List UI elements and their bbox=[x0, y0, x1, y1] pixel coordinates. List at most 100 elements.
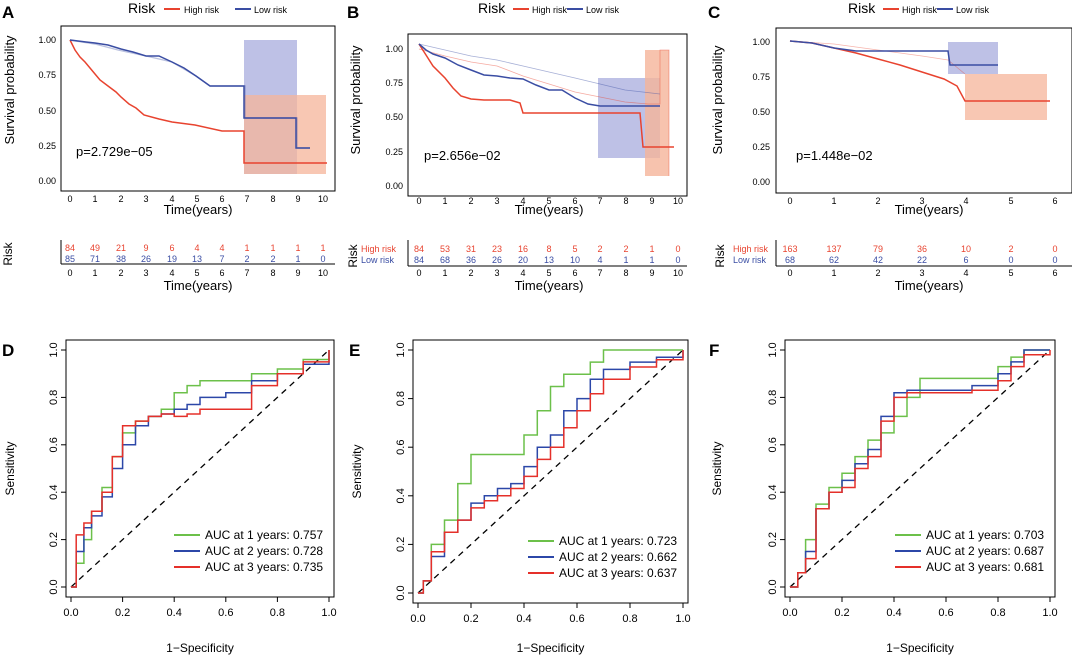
x-tick-label: 3 bbox=[494, 268, 499, 278]
y-tick-label: 0.6 bbox=[767, 437, 779, 452]
risk-count: 163 bbox=[782, 244, 797, 254]
risk-row-low: 84 68 36 26 20 13 10 4 1 1 0 bbox=[414, 255, 681, 265]
y-tick-label: 1.00 bbox=[38, 35, 56, 45]
risk-row-low: 85 71 38 26 19 13 7 2 2 1 0 bbox=[65, 254, 326, 264]
risk-count: 0 bbox=[1052, 244, 1057, 254]
series-line-high-risk bbox=[69, 39, 327, 164]
risk-count: 16 bbox=[518, 244, 528, 254]
km-panel-c: C Risk High risk Low risk Survival proba… bbox=[708, 0, 1072, 293]
x-tick-label: 4 bbox=[963, 196, 968, 206]
ci-band-high bbox=[645, 50, 669, 176]
y-tick-label: 0.4 bbox=[767, 485, 779, 500]
p-value: p=2.729e−05 bbox=[76, 144, 153, 159]
x-tick-label: 1 bbox=[92, 268, 97, 278]
x-tick-label: 10 bbox=[673, 268, 683, 278]
x-tick-label: 3 bbox=[143, 268, 148, 278]
y-tick-label: 0.00 bbox=[385, 181, 403, 191]
risk-count: 6 bbox=[963, 255, 968, 265]
risk-count: 0 bbox=[1008, 255, 1013, 265]
risk-count: 26 bbox=[492, 255, 502, 265]
x-tick-label: 3 bbox=[919, 268, 924, 278]
risk-count: 42 bbox=[873, 255, 883, 265]
roc-curve-3-year bbox=[790, 350, 1051, 588]
risk-count: 31 bbox=[466, 244, 476, 254]
ci-band-low-outline bbox=[418, 43, 661, 95]
risk-table-label: Risk bbox=[1, 241, 15, 265]
x-tick-label: 0.8 bbox=[990, 607, 1005, 619]
risk-count: 20 bbox=[518, 255, 528, 265]
risk-count: 2 bbox=[270, 254, 275, 264]
series-line-low-risk bbox=[69, 39, 310, 149]
x-axis-label: 1−Specificity bbox=[166, 641, 234, 655]
panel-letter: B bbox=[347, 3, 359, 22]
x-tick-label: 6 bbox=[1052, 196, 1057, 206]
risk-count: 4 bbox=[194, 243, 199, 253]
risk-count: 1 bbox=[649, 255, 654, 265]
y-tick-label: 1.00 bbox=[385, 44, 403, 54]
risk-x-tick-labels: 0 1 2 3 4 5 6 7 8 9 10 bbox=[416, 268, 683, 278]
y-tick-label: 0.4 bbox=[48, 485, 60, 500]
x-tick-label: 0.8 bbox=[270, 607, 285, 619]
risk-count: 13 bbox=[192, 254, 202, 264]
x-tick-label: 0 bbox=[416, 196, 421, 206]
y-tick-label: 0.4 bbox=[395, 488, 407, 503]
legend-high-label: High risk bbox=[902, 5, 938, 15]
risk-count: 137 bbox=[826, 244, 841, 254]
risk-row-label-low: Low risk bbox=[361, 255, 395, 265]
x-tick-label: 2 bbox=[468, 268, 473, 278]
risk-count: 2 bbox=[623, 244, 628, 254]
x-tick-label: 5 bbox=[1008, 268, 1013, 278]
risk-count: 5 bbox=[572, 244, 577, 254]
x-tick-label: 1.0 bbox=[321, 607, 336, 619]
x-tick-labels: 0 1 2 3 4 5 6 bbox=[787, 196, 1057, 206]
x-axis-label: Time(years) bbox=[515, 202, 584, 217]
risk-count: 10 bbox=[570, 255, 580, 265]
risk-count: 85 bbox=[65, 254, 75, 264]
legend-high-label: High risk bbox=[532, 5, 568, 15]
x-tick-labels: 0 1 2 3 4 5 6 7 8 9 10 bbox=[67, 194, 328, 204]
x-tick-label: 1 bbox=[831, 268, 836, 278]
x-tick-label: 0 bbox=[787, 196, 792, 206]
panel-letter: E bbox=[349, 341, 360, 360]
legend-low-label: Low risk bbox=[956, 5, 990, 15]
risk-count: 38 bbox=[116, 254, 126, 264]
risk-count: 1 bbox=[295, 254, 300, 264]
x-tick-label: 2 bbox=[875, 196, 880, 206]
x-tick-label: 9 bbox=[649, 268, 654, 278]
risk-count: 9 bbox=[143, 243, 148, 253]
risk-count: 53 bbox=[440, 244, 450, 254]
panel-letter: A bbox=[2, 3, 14, 22]
y-tick-label: 0.50 bbox=[752, 107, 770, 117]
x-tick-label: 0.0 bbox=[782, 607, 797, 619]
risk-count: 79 bbox=[873, 244, 883, 254]
x-tick-label: 3 bbox=[143, 194, 148, 204]
risk-count: 19 bbox=[167, 254, 177, 264]
risk-count: 8 bbox=[546, 244, 551, 254]
risk-count: 0 bbox=[320, 254, 325, 264]
x-tick-label: 1 bbox=[92, 194, 97, 204]
risk-count: 1 bbox=[320, 243, 325, 253]
x-tick-label: 7 bbox=[597, 268, 602, 278]
p-value: p=2.656e−02 bbox=[424, 148, 501, 163]
reference-diagonal bbox=[789, 349, 1051, 588]
x-tick-label: 0.2 bbox=[115, 607, 130, 619]
legend-title: Risk bbox=[128, 0, 156, 16]
risk-count: 68 bbox=[785, 255, 795, 265]
y-tick-label: 1.00 bbox=[752, 37, 770, 47]
x-tick-label: 5 bbox=[546, 196, 551, 206]
y-tick-label: 1.0 bbox=[395, 342, 407, 357]
legend-label: AUC at 1 years: 0.703 bbox=[926, 528, 1044, 542]
risk-count: 84 bbox=[65, 243, 75, 253]
y-tick-label: 0.75 bbox=[752, 72, 770, 82]
y-tick-label: 0.25 bbox=[752, 142, 770, 152]
x-tick-label: 0.4 bbox=[167, 607, 182, 619]
p-value: p=1.448e−02 bbox=[796, 148, 873, 163]
series-line-low-risk bbox=[789, 40, 998, 66]
roc-curve-3-year bbox=[418, 350, 684, 594]
x-tick-label: 4 bbox=[963, 268, 968, 278]
x-tick-label: 5 bbox=[194, 194, 199, 204]
risk-count: 49 bbox=[90, 243, 100, 253]
legend-label: AUC at 2 years: 0.728 bbox=[205, 544, 323, 558]
y-tick-labels: 1.00 0.75 0.50 0.25 0.00 bbox=[752, 37, 770, 187]
